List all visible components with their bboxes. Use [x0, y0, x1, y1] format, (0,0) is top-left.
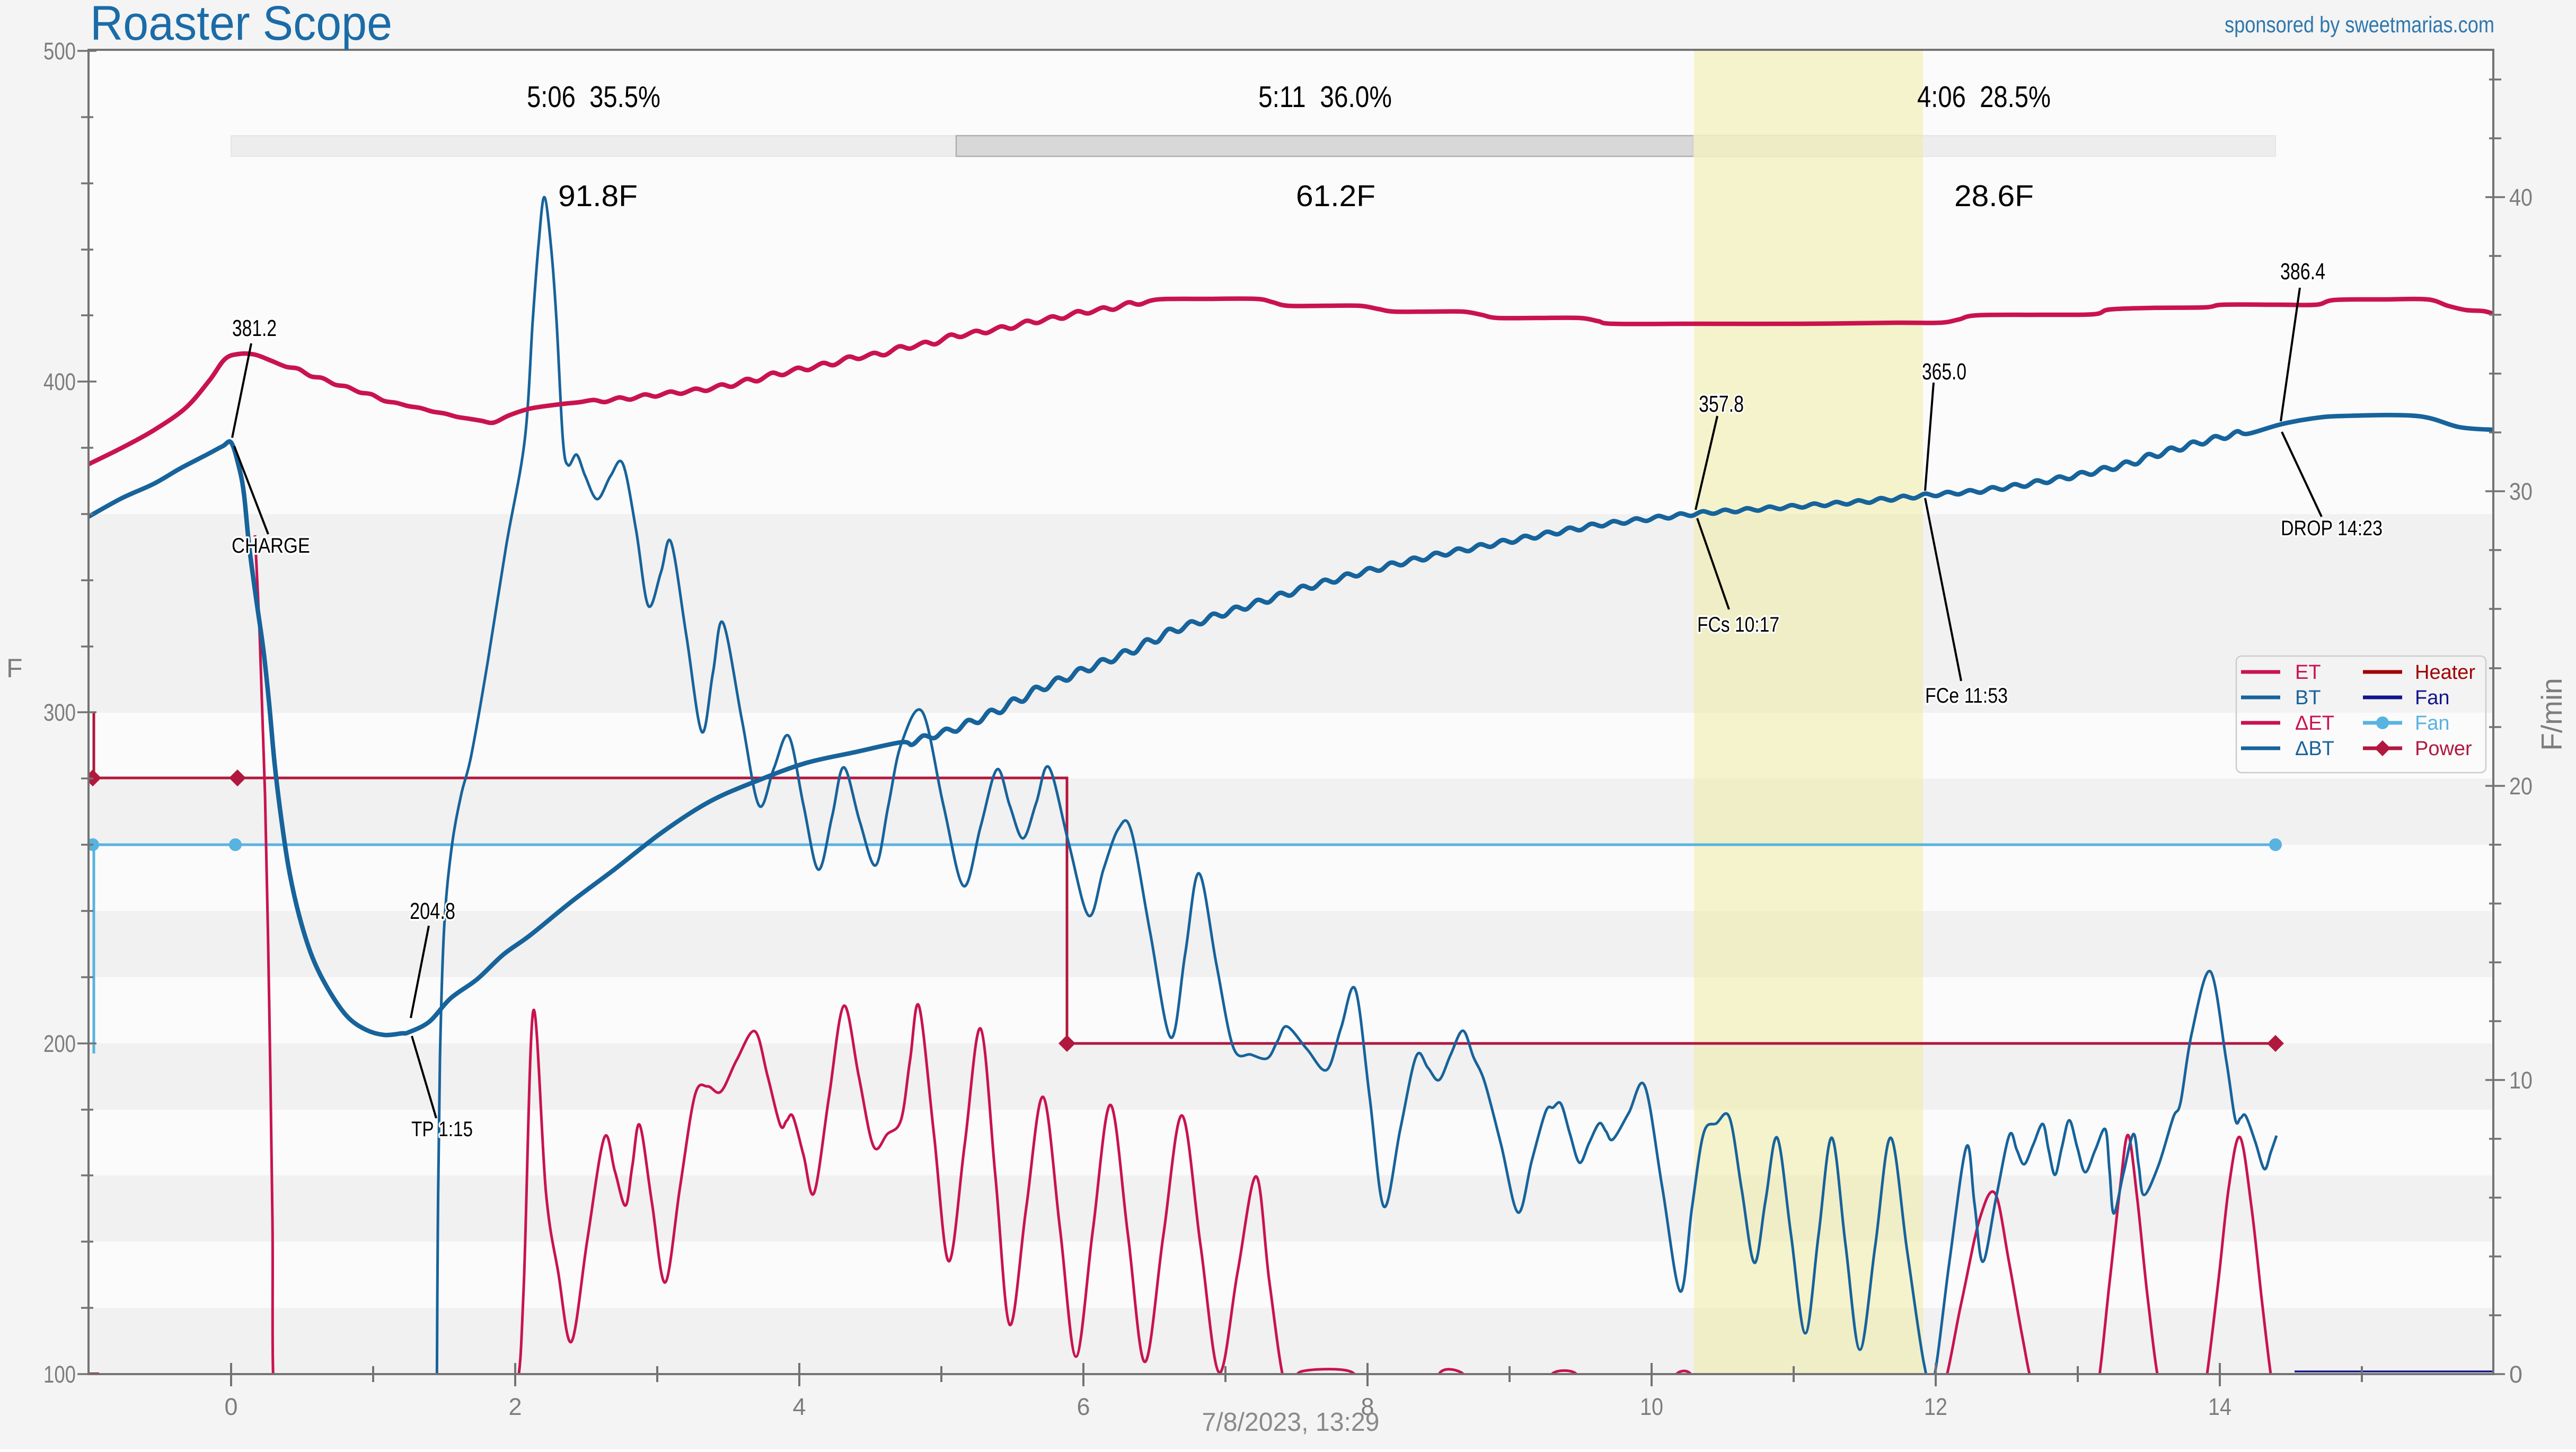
svg-text:8: 8 [1361, 1393, 1374, 1420]
svg-text:386.4: 386.4 [2280, 259, 2325, 285]
svg-text:365.0: 365.0 [1922, 359, 1966, 385]
svg-text:ΔBT: ΔBT [2295, 738, 2334, 760]
svg-text:14: 14 [2208, 1393, 2231, 1420]
svg-text:204.8: 204.8 [410, 898, 455, 924]
svg-text:20: 20 [2509, 773, 2533, 800]
svg-text:F: F [6, 653, 23, 683]
svg-text:FCs 10:17: FCs 10:17 [1697, 613, 1779, 636]
svg-text:ET: ET [2295, 661, 2321, 684]
svg-text:0: 0 [2509, 1361, 2522, 1388]
svg-text:Fan: Fan [2415, 687, 2449, 709]
svg-text:DROP 14:23: DROP 14:23 [2281, 517, 2383, 540]
svg-text:5:11 36.0%: 5:11 36.0% [1258, 80, 1392, 114]
svg-text:300: 300 [43, 699, 76, 726]
svg-text:Roaster Scope: Roaster Scope [90, 0, 392, 50]
svg-text:40: 40 [2509, 184, 2533, 211]
svg-text:2: 2 [508, 1393, 522, 1420]
svg-text:6: 6 [1077, 1393, 1090, 1420]
svg-text:BT: BT [2295, 687, 2321, 709]
svg-text:CHARGE: CHARGE [232, 534, 310, 557]
svg-text:5:06 35.5%: 5:06 35.5% [527, 80, 660, 114]
svg-text:400: 400 [43, 368, 76, 395]
svg-text:F/min: F/min [2535, 678, 2568, 751]
svg-text:10: 10 [2509, 1067, 2533, 1094]
svg-text:Fan: Fan [2415, 712, 2449, 734]
svg-text:7/8/2023, 13:29: 7/8/2023, 13:29 [1202, 1408, 1380, 1437]
svg-text:30: 30 [2509, 478, 2533, 505]
svg-text:0: 0 [224, 1393, 237, 1420]
svg-text:TP 1:15: TP 1:15 [411, 1118, 473, 1141]
svg-text:100: 100 [43, 1361, 76, 1388]
svg-text:ΔET: ΔET [2295, 712, 2334, 734]
svg-text:200: 200 [43, 1030, 76, 1057]
svg-text:12: 12 [1924, 1393, 1947, 1420]
svg-text:Power: Power [2415, 738, 2472, 760]
svg-text:28.6F: 28.6F [1954, 179, 2034, 213]
svg-text:61.2F: 61.2F [1296, 179, 1375, 213]
svg-text:10: 10 [1640, 1393, 1663, 1420]
svg-text:FCe 11:53: FCe 11:53 [1925, 684, 2008, 707]
svg-text:Heater: Heater [2415, 661, 2475, 684]
svg-text:sponsored by sweetmarias.com: sponsored by sweetmarias.com [2225, 12, 2494, 38]
svg-text:4: 4 [792, 1393, 806, 1420]
svg-text:500: 500 [43, 38, 76, 65]
svg-text:4:06 28.5%: 4:06 28.5% [1917, 80, 2051, 114]
svg-text:91.8F: 91.8F [558, 179, 638, 213]
svg-text:381.2: 381.2 [232, 315, 277, 341]
svg-text:357.8: 357.8 [1699, 391, 1744, 417]
